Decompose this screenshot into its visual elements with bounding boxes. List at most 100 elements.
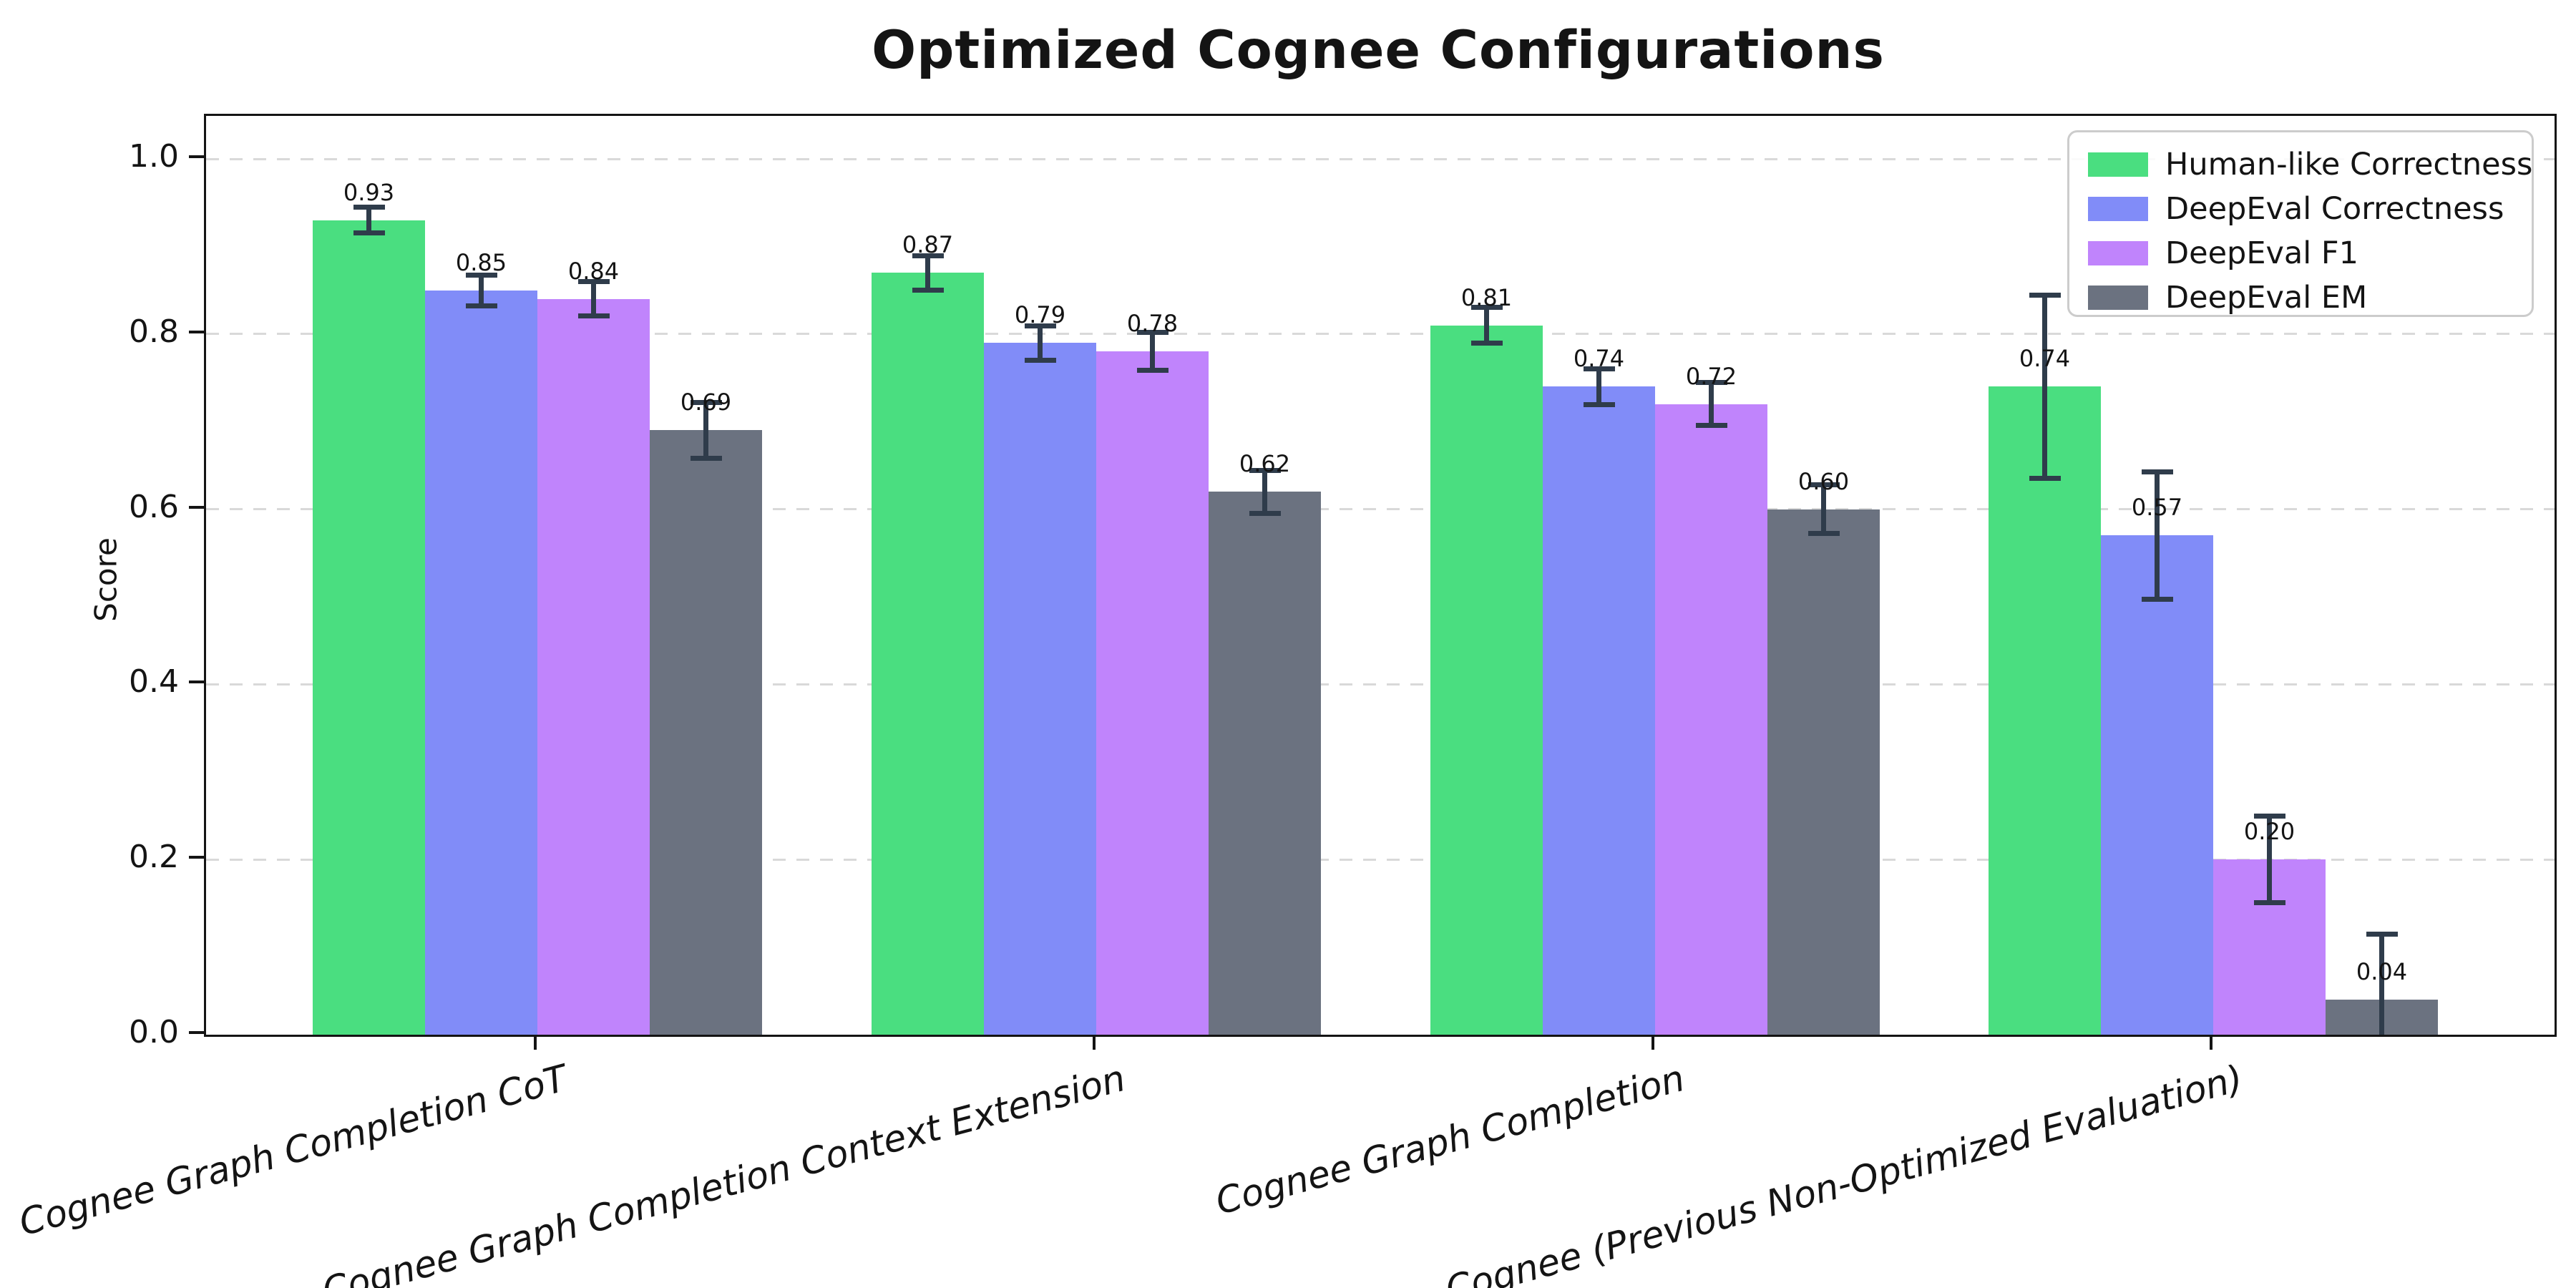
error-bar: [1821, 484, 1826, 534]
error-bar-cap-bottom: [2029, 475, 2061, 481]
error-bar-cap-top: [2141, 469, 2173, 474]
bar-value-label: 0.74: [1573, 345, 1625, 373]
chart-title: Optimized Cognee Configurations: [872, 20, 1885, 81]
x-tick-mark: [534, 1035, 537, 1050]
bar-value-label: 0.20: [2243, 818, 2296, 846]
error-bar-cap-top: [1249, 467, 1281, 473]
error-bar-cap-bottom: [1136, 368, 1169, 374]
bar: [650, 430, 762, 1035]
error-bar-cap-top: [1024, 323, 1056, 328]
error-bar-cap-bottom: [2141, 596, 2173, 602]
x-tick-mark: [1093, 1035, 1096, 1050]
bar: [313, 220, 425, 1035]
y-tick-label: 0.8: [129, 313, 179, 350]
error-bar: [1262, 469, 1267, 514]
error-bar: [2155, 471, 2160, 600]
error-bar-cap-bottom: [1583, 401, 1615, 407]
x-tick-label: Cognee Graph Completion CoT: [14, 1058, 572, 1245]
error-bar-cap-top: [2366, 932, 2398, 937]
y-tick-mark: [189, 856, 204, 859]
error-bar-cap-top: [912, 253, 944, 258]
bar: [1989, 386, 2101, 1035]
error-bar-cap-bottom: [1807, 530, 1840, 536]
error-bar: [479, 274, 484, 306]
legend-swatch: [2088, 241, 2148, 265]
bar-value-label: 0.62: [1239, 450, 1291, 478]
error-bar: [703, 402, 708, 459]
bar-value-label: 0.04: [2356, 958, 2408, 986]
y-tick-mark: [189, 155, 204, 158]
legend-item: DeepEval F1: [2069, 231, 2532, 275]
error-bar-cap-top: [353, 205, 385, 210]
bar-value-label: 0.72: [1685, 362, 1737, 390]
x-tick-mark: [1652, 1035, 1654, 1050]
error-bar: [2267, 816, 2272, 904]
y-tick-mark: [189, 1031, 204, 1034]
error-bar-cap-top: [690, 400, 722, 406]
error-bar-cap-bottom: [353, 230, 385, 236]
legend-item: DeepEval EM: [2069, 275, 2532, 320]
error-bar-cap-bottom: [577, 313, 610, 319]
error-bar-cap-bottom: [1024, 357, 1056, 363]
y-axis-label: Score: [88, 537, 124, 622]
bar-value-label: 0.78: [1126, 310, 1179, 338]
error-bar-cap-top: [1136, 330, 1169, 336]
legend-item: Human-like Correctness: [2069, 142, 2532, 187]
error-bar: [1596, 368, 1601, 405]
y-tick-mark: [189, 330, 204, 333]
bar: [425, 290, 537, 1035]
error-bar-cap-bottom: [465, 303, 497, 308]
legend-swatch: [2088, 197, 2148, 221]
bar: [1543, 386, 1655, 1035]
error-bar: [1484, 306, 1489, 344]
error-bar-cap-bottom: [1249, 510, 1281, 516]
bar: [1767, 509, 1880, 1035]
y-tick-mark: [189, 680, 204, 684]
error-bar-cap-bottom: [1695, 423, 1727, 429]
gridline: [206, 683, 2555, 686]
error-bar: [366, 207, 371, 234]
error-bar: [925, 255, 930, 291]
error-bar-cap-bottom: [912, 287, 944, 293]
gridline: [206, 157, 2555, 160]
bar-value-label: 0.74: [2019, 345, 2071, 373]
bar-value-label: 0.84: [567, 257, 620, 285]
error-bar-cap-top: [577, 279, 610, 285]
error-bar-cap-bottom: [690, 455, 722, 461]
legend-item-label: DeepEval Correctness: [2165, 191, 2504, 227]
error-bar-cap-top: [465, 272, 497, 278]
y-tick-label: 0.6: [129, 488, 179, 525]
error-bar: [1709, 382, 1714, 426]
bar: [1655, 404, 1767, 1035]
legend-item: DeepEval Correctness: [2069, 187, 2532, 231]
error-bar-cap-top: [1807, 482, 1840, 488]
bar-value-label: 0.69: [680, 389, 732, 416]
legend-item-label: DeepEval EM: [2165, 280, 2368, 316]
y-tick-mark: [189, 505, 204, 509]
error-bar-cap-bottom: [1470, 341, 1503, 346]
y-tick-label: 0.2: [129, 839, 179, 876]
error-bar: [591, 281, 596, 317]
error-bar: [1038, 325, 1043, 361]
bar: [537, 298, 650, 1035]
y-tick-label: 1.0: [129, 138, 179, 175]
error-bar-cap-bottom: [2253, 900, 2285, 906]
x-tick-label: Cognee Graph Completion: [1211, 1058, 1689, 1224]
gridline: [206, 508, 2555, 511]
error-bar-cap-top: [1583, 366, 1615, 371]
legend-item-label: Human-like Correctness: [2165, 147, 2533, 182]
error-bar-cap-top: [1470, 304, 1503, 310]
bar-value-label: 0.60: [1797, 467, 1850, 495]
error-bar: [2042, 294, 2047, 479]
legend: Human-like Correctness DeepEval Correctne…: [2067, 130, 2534, 317]
bar-value-label: 0.87: [902, 231, 954, 259]
error-bar-cap-top: [2029, 292, 2061, 298]
bar: [1430, 325, 1543, 1035]
bar: [984, 343, 1096, 1035]
x-tick-mark: [2210, 1035, 2212, 1050]
bar-value-label: 0.81: [1460, 283, 1513, 311]
y-tick-label: 0.4: [129, 663, 179, 701]
bar: [2101, 535, 2213, 1035]
y-tick-label: 0.0: [129, 1014, 179, 1050]
